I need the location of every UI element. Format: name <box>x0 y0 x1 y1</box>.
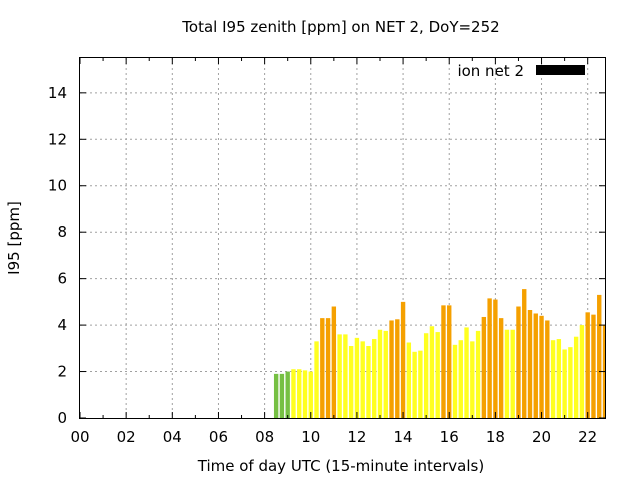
bar <box>597 294 602 418</box>
bar <box>447 305 452 418</box>
x-axis-label: Time of day UTC (15-minute intervals) <box>197 457 484 475</box>
bar <box>406 342 412 418</box>
x-tick-label: 08 <box>255 428 274 446</box>
bar <box>423 333 429 418</box>
bar <box>291 369 296 418</box>
x-tick-label: 14 <box>394 428 413 446</box>
bar <box>429 326 435 418</box>
x-tick-label: 02 <box>117 428 136 446</box>
bar <box>331 306 337 418</box>
bar <box>516 306 521 418</box>
bar <box>337 334 342 418</box>
bar <box>573 336 579 418</box>
y-tick-labels: 0 2 4 6 8 10 12 14 <box>48 84 67 427</box>
bar <box>395 319 400 418</box>
y-tick-label: 14 <box>48 84 67 102</box>
bars <box>273 289 605 418</box>
bar <box>366 346 371 418</box>
bar <box>510 329 515 418</box>
bar <box>360 341 365 418</box>
bar <box>400 301 406 418</box>
x-tick-labels: 00 02 04 06 08 10 12 14 16 18 20 22 <box>70 428 597 446</box>
bar <box>441 305 446 418</box>
x-tick-label: 12 <box>347 428 366 446</box>
bar <box>568 347 573 418</box>
x-tick-label: 00 <box>70 428 89 446</box>
bar <box>533 313 538 418</box>
bar <box>591 314 596 418</box>
bar <box>372 339 377 418</box>
bar <box>470 341 475 418</box>
bar <box>435 332 440 418</box>
y-tick-label: 2 <box>57 363 67 381</box>
bar <box>475 330 481 418</box>
bar <box>297 369 302 418</box>
bar <box>498 318 504 418</box>
bar <box>579 325 585 418</box>
x-tick-label: 20 <box>532 428 551 446</box>
y-tick-label: 8 <box>57 223 67 241</box>
legend-label: ion net 2 <box>457 62 524 80</box>
x-tick-label: 16 <box>440 428 459 446</box>
x-tick-label: 06 <box>209 428 228 446</box>
bar <box>377 329 383 418</box>
bar <box>545 320 550 418</box>
bar <box>550 340 556 418</box>
bar <box>285 371 290 418</box>
axis-ticks <box>79 58 605 419</box>
bar <box>314 341 319 418</box>
bar <box>504 329 510 418</box>
chart-title: Total I95 zenith [ppm] on NET 2, DoY=252 <box>181 18 499 36</box>
bar <box>522 289 527 418</box>
y-axis-label: I95 [ppm] <box>5 201 23 275</box>
bar <box>354 337 360 418</box>
bar <box>320 318 325 418</box>
bar <box>383 330 388 418</box>
bar <box>487 298 492 418</box>
plot-frame <box>79 57 606 419</box>
y-tick-label: 10 <box>48 177 67 195</box>
bar <box>452 344 458 418</box>
bar <box>325 318 331 418</box>
bar <box>273 373 279 418</box>
bar <box>458 340 463 418</box>
bar <box>418 350 423 418</box>
bar <box>562 349 567 418</box>
legend-swatch <box>536 65 585 75</box>
bar <box>585 312 590 418</box>
bar <box>279 373 285 418</box>
x-tick-label: 18 <box>486 428 505 446</box>
x-tick-label: 22 <box>578 428 597 446</box>
y-tick-label: 4 <box>57 316 67 334</box>
x-tick-label: 04 <box>163 428 182 446</box>
bar <box>348 346 354 418</box>
bar <box>464 327 469 418</box>
bar <box>302 370 308 418</box>
x-tick-label: 10 <box>301 428 320 446</box>
bar <box>412 351 417 418</box>
bar <box>308 371 313 418</box>
bar <box>527 310 533 418</box>
bar <box>493 299 498 418</box>
legend: ion net 2 <box>457 62 585 80</box>
bar <box>343 334 348 418</box>
bar <box>539 315 544 418</box>
bar <box>556 339 562 418</box>
y-tick-label: 12 <box>48 130 67 148</box>
bar <box>481 316 487 418</box>
y-tick-label: 6 <box>57 270 67 288</box>
bar <box>389 320 394 418</box>
y-tick-label: 0 <box>57 409 67 427</box>
